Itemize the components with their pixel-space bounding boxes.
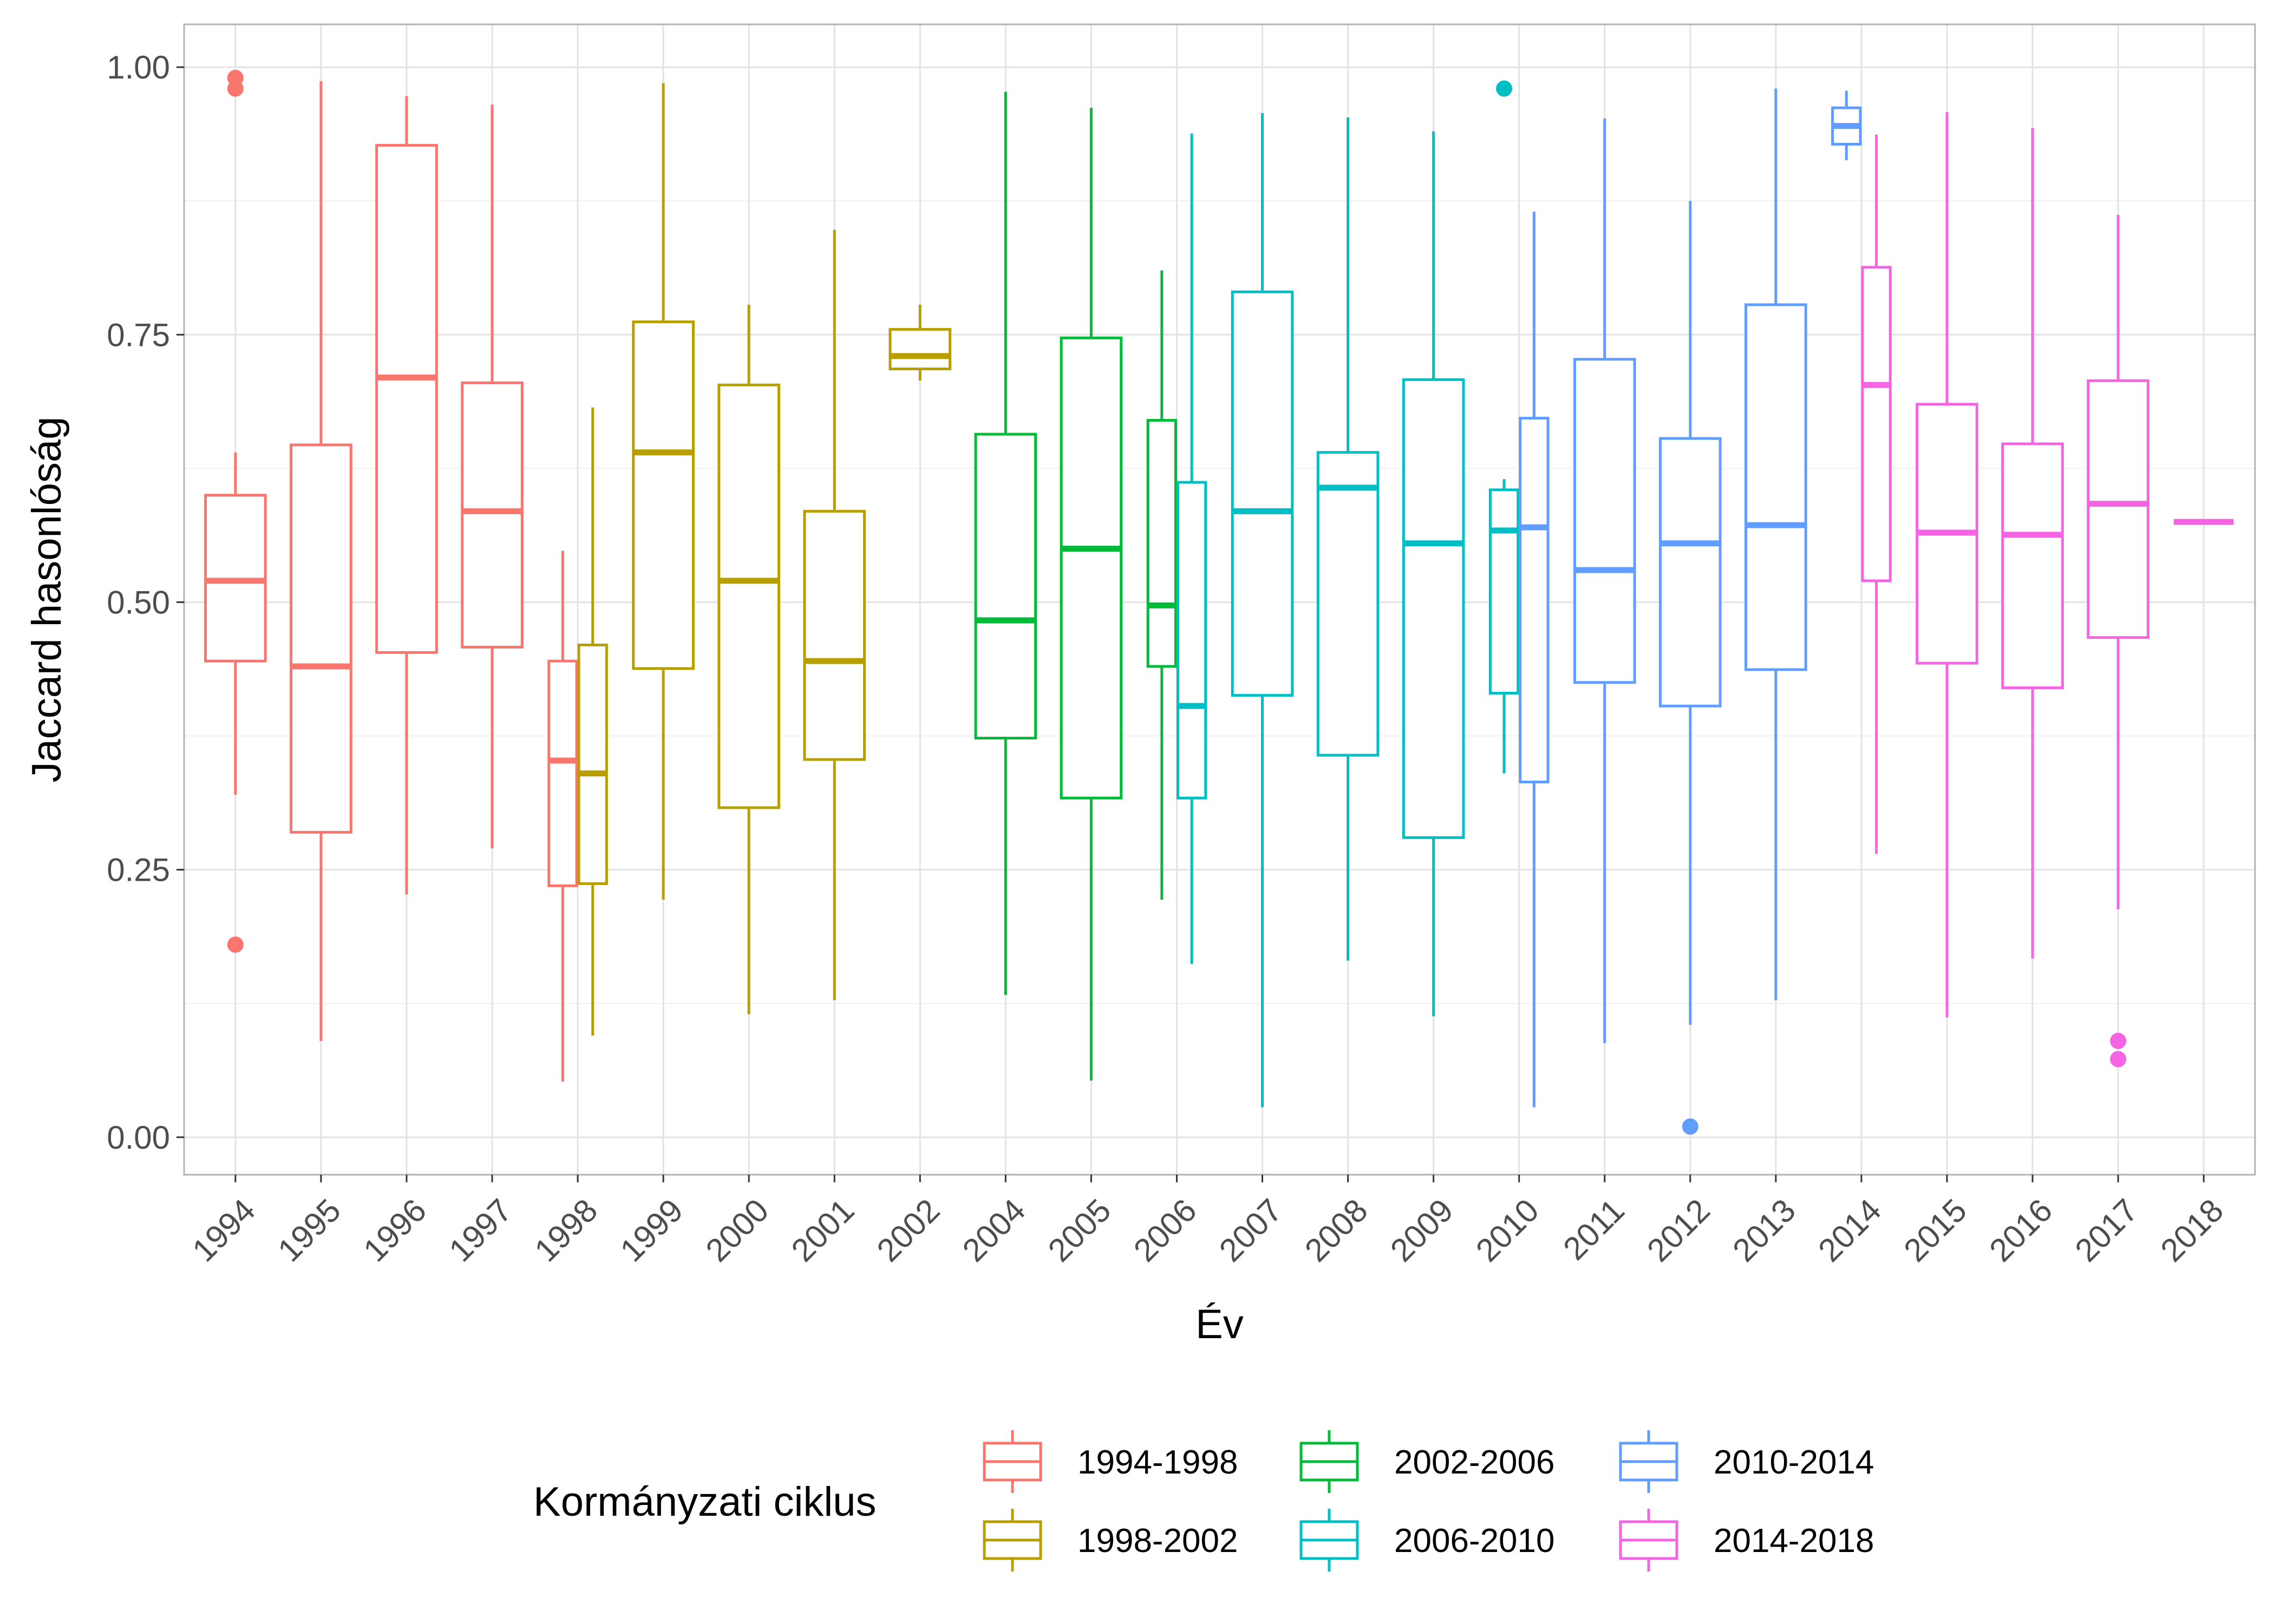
box-1998-1998-2002	[577, 407, 608, 1036]
box-2006-2002-2006	[1146, 270, 1177, 900]
boxes	[204, 69, 2234, 1135]
box-2001-1998-2002	[803, 230, 866, 1000]
box-2008-2006-2010	[1316, 117, 1380, 961]
outlier-point	[2110, 1032, 2127, 1049]
box-iqr	[1176, 481, 1207, 800]
box-2010-2006-2010	[1488, 80, 1520, 774]
box-iqr	[1231, 290, 1294, 697]
y-axis-title: Jaccard hasonlóság	[24, 417, 70, 783]
box-iqr	[1861, 266, 1892, 582]
box-iqr	[1060, 336, 1123, 800]
legend-entry-1994-1998: 1994-1998	[983, 1430, 1238, 1493]
legend-label: 1998-2002	[1077, 1522, 1238, 1560]
box-iqr	[375, 143, 438, 654]
box-1997-1994-1998	[461, 104, 524, 849]
box-2000-1998-2002	[717, 304, 781, 1014]
outlier-point	[1496, 80, 1513, 97]
legend-entry-2010-2014: 2010-2014	[1619, 1430, 1874, 1493]
legend-title: Kormányzati ciklus	[533, 1479, 877, 1525]
box-1994-1994-1998	[204, 69, 267, 953]
box-iqr	[632, 320, 695, 670]
box-iqr	[1519, 416, 1550, 784]
outlier-point	[227, 80, 244, 97]
box-iqr	[2001, 442, 2064, 690]
box-2014-2010-2014	[1831, 90, 1862, 161]
outlier-point	[227, 937, 244, 953]
box-2014-2014-2018	[1861, 134, 1892, 854]
panel-border	[183, 23, 2256, 1176]
box-1999-1998-2002	[632, 83, 695, 900]
box-iqr	[888, 328, 952, 371]
legend-entry-2006-2010: 2006-2010	[1299, 1509, 1555, 1571]
box-iqr	[803, 509, 866, 761]
box-iqr	[1402, 378, 1465, 839]
box-2015-2014-2018	[1916, 112, 1978, 1018]
box-iqr	[974, 433, 1037, 739]
box-2004-2002-2006	[974, 91, 1037, 995]
y-tick-label: 0.00	[107, 1119, 170, 1156]
legend: Kormányzati ciklus 1994-1998 1998-2002 200…	[533, 1430, 1874, 1571]
box-2016-2014-2018	[2001, 128, 2064, 959]
box-iqr	[290, 443, 352, 834]
box-2010-2010-2014	[1519, 211, 1550, 1108]
box-iqr	[461, 381, 524, 649]
box-2002-1998-2002	[888, 304, 952, 381]
x-axis-title: Év	[1195, 1301, 1244, 1347]
legend-entry-2002-2006: 2002-2006	[1299, 1430, 1555, 1493]
y-tick-label: 1.00	[107, 49, 170, 86]
box-iqr	[1488, 488, 1520, 695]
box-iqr	[547, 659, 578, 887]
box-2013-2010-2014	[1744, 88, 1807, 1000]
box-iqr	[1146, 418, 1177, 668]
box-2009-2006-2010	[1402, 131, 1465, 1017]
legend-label: 1994-1998	[1077, 1444, 1238, 1481]
box-iqr	[717, 383, 781, 809]
box-1995-1994-1998	[290, 81, 352, 1041]
box-1998-1994-1998	[547, 551, 578, 1082]
y-tick-label: 0.50	[107, 584, 170, 620]
box-iqr	[2087, 379, 2149, 639]
box-2005-2002-2006	[1060, 108, 1123, 1081]
box-2012-2010-2014	[1658, 201, 1722, 1135]
box-iqr	[1658, 437, 1722, 708]
box-2011-2010-2014	[1573, 118, 1636, 1043]
box-2007-2006-2010	[1231, 113, 1294, 1108]
outlier-point	[2110, 1051, 2127, 1068]
y-tick-label: 0.25	[107, 852, 170, 888]
box-2006-2006-2010	[1176, 133, 1207, 964]
box-iqr	[1316, 451, 1380, 757]
outlier-point	[1682, 1118, 1698, 1135]
box-iqr	[1573, 358, 1636, 684]
box-1996-1994-1998	[375, 96, 438, 895]
y-tick-label: 0.75	[107, 317, 170, 353]
legend-label: 2014-2018	[1714, 1522, 1874, 1560]
legend-label: 2002-2006	[1394, 1444, 1555, 1481]
box-iqr	[577, 644, 608, 885]
legend-label: 2010-2014	[1714, 1444, 1874, 1481]
legend-label: 2006-2010	[1394, 1522, 1555, 1560]
box-2017-2014-2018	[2087, 214, 2149, 1068]
legend-entry-1998-2002: 1998-2002	[983, 1509, 1238, 1571]
box-iqr	[1744, 303, 1807, 671]
legend-entry-2014-2018: 2014-2018	[1619, 1509, 1874, 1571]
